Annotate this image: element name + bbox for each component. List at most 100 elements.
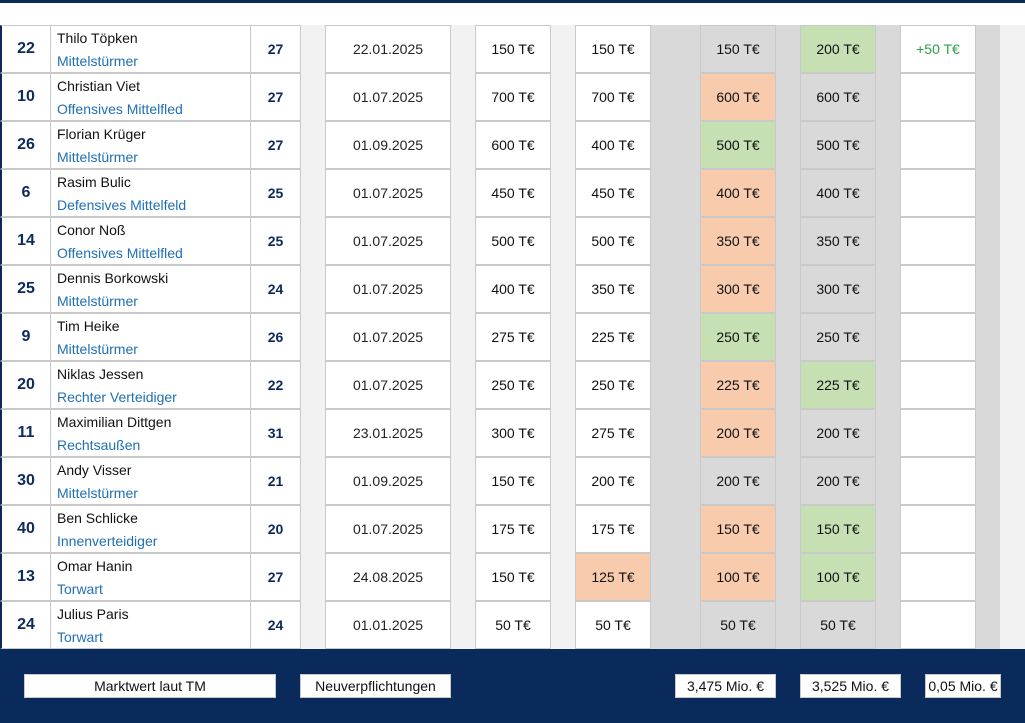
player-name: Omar Hanin	[57, 557, 133, 574]
player-cell: Omar Hanin Torwart	[50, 553, 251, 601]
player-age: 24	[250, 265, 301, 313]
value-3: 400 T€	[700, 169, 776, 217]
player-cell: Tim Heike Mittelstürmer	[50, 313, 251, 361]
contract-date: 01.01.2025	[325, 601, 451, 649]
total-difference: 0,05 Mio. €	[925, 674, 1001, 698]
value-3: 500 T€	[700, 121, 776, 169]
value-1: 150 T€	[475, 25, 551, 73]
contract-date: 01.09.2025	[325, 457, 451, 505]
column-spacer	[550, 25, 575, 649]
value-4: 300 T€	[800, 265, 876, 313]
value-difference	[900, 457, 976, 505]
player-position: Rechtsaußen	[57, 436, 141, 453]
table-row: 11 Maximilian Dittgen Rechtsaußen 31 23.01.2…	[0, 409, 1025, 457]
value-2: 400 T€	[575, 121, 651, 169]
player-position: Mittelstürmer	[57, 340, 138, 357]
shirt-number: 40	[0, 505, 51, 553]
table-row: 10 Christian Viet Offensives Mittelfled 27 0…	[0, 73, 1025, 121]
player-position: Mittelstürmer	[57, 52, 138, 69]
value-2: 500 T€	[575, 217, 651, 265]
shirt-number: 11	[0, 409, 51, 457]
value-2: 250 T€	[575, 361, 651, 409]
player-age: 27	[250, 121, 301, 169]
player-name: Rasim Bulic	[57, 173, 131, 190]
value-2: 350 T€	[575, 265, 651, 313]
player-age: 26	[250, 313, 301, 361]
value-difference	[900, 553, 976, 601]
value-1: 700 T€	[475, 73, 551, 121]
value-2: 700 T€	[575, 73, 651, 121]
table-row: 6 Rasim Bulic Defensives Mittelfeld 25 01.07…	[0, 169, 1025, 217]
value-4: 225 T€	[800, 361, 876, 409]
value-difference	[900, 409, 976, 457]
player-age: 22	[250, 361, 301, 409]
player-age: 31	[250, 409, 301, 457]
column-spacer	[300, 25, 325, 649]
column-spacer	[775, 25, 800, 649]
value-2: 225 T€	[575, 313, 651, 361]
table-row: 26 Florian Krüger Mittelstürmer 27 01.09.202…	[0, 121, 1025, 169]
value-difference	[900, 169, 976, 217]
player-name: Christian Viet	[57, 77, 141, 94]
player-name: Julius Paris	[57, 605, 129, 622]
value-difference	[900, 313, 976, 361]
shirt-number: 20	[0, 361, 51, 409]
value-1: 600 T€	[475, 121, 551, 169]
player-age: 27	[250, 25, 301, 73]
value-3: 225 T€	[700, 361, 776, 409]
market-value-button[interactable]: Marktwert laut TM	[24, 674, 276, 698]
total-value-1: 3,475 Mio. €	[675, 674, 776, 698]
contract-date: 01.07.2025	[325, 505, 451, 553]
value-2: 200 T€	[575, 457, 651, 505]
table-row: 40 Ben Schlicke Innenverteidiger 20 01.07.20…	[0, 505, 1025, 553]
contract-date: 23.01.2025	[325, 409, 451, 457]
player-position: Offensives Mittelfled	[57, 100, 183, 117]
value-4: 50 T€	[800, 601, 876, 649]
value-difference: +50 T€	[900, 25, 976, 73]
contract-date: 01.07.2025	[325, 265, 451, 313]
value-4: 100 T€	[800, 553, 876, 601]
column-spacer	[650, 25, 700, 649]
value-difference	[900, 265, 976, 313]
player-cell: Andy Visser Mittelstürmer	[50, 457, 251, 505]
player-cell: Julius Paris Torwart	[50, 601, 251, 649]
player-name: Niklas Jessen	[57, 365, 144, 382]
shirt-number: 13	[0, 553, 51, 601]
player-position: Mittelstürmer	[57, 292, 138, 309]
player-age: 27	[250, 73, 301, 121]
contract-date: 01.09.2025	[325, 121, 451, 169]
shirt-number: 6	[0, 169, 51, 217]
player-position: Mittelstürmer	[57, 484, 138, 501]
value-difference	[900, 505, 976, 553]
player-cell: Dennis Borkowski Mittelstürmer	[50, 265, 251, 313]
value-4: 350 T€	[800, 217, 876, 265]
value-difference	[900, 361, 976, 409]
total-value-2: 3,525 Mio. €	[800, 674, 901, 698]
value-difference	[900, 217, 976, 265]
table-row: 14 Conor Noß Offensives Mittelfled 25 01.07.…	[0, 217, 1025, 265]
table-row: 13 Omar Hanin Torwart 27 24.08.2025 150 T€ 125…	[0, 553, 1025, 601]
value-1: 50 T€	[475, 601, 551, 649]
table-row: 22 Thilo Töpken Mittelstürmer 27 22.01.2025 1…	[0, 25, 1025, 73]
value-3: 150 T€	[700, 505, 776, 553]
value-4: 400 T€	[800, 169, 876, 217]
value-2: 450 T€	[575, 169, 651, 217]
player-position: Offensives Mittelfled	[57, 244, 183, 261]
value-1: 450 T€	[475, 169, 551, 217]
player-name: Tim Heike	[57, 317, 120, 334]
value-2: 125 T€	[575, 553, 651, 601]
value-1: 500 T€	[475, 217, 551, 265]
shirt-number: 24	[0, 601, 51, 649]
player-cell: Ben Schlicke Innenverteidiger	[50, 505, 251, 553]
player-age: 20	[250, 505, 301, 553]
column-spacer	[975, 25, 1000, 649]
value-3: 300 T€	[700, 265, 776, 313]
value-difference	[900, 601, 976, 649]
value-3: 50 T€	[700, 601, 776, 649]
contract-date: 22.01.2025	[325, 25, 451, 73]
new-signings-button[interactable]: Neuverpflichtungen	[300, 674, 451, 698]
player-name: Maximilian Dittgen	[57, 413, 172, 430]
player-cell: Maximilian Dittgen Rechtsaußen	[50, 409, 251, 457]
player-cell: Niklas Jessen Rechter Verteidiger	[50, 361, 251, 409]
player-position: Innenverteidiger	[57, 532, 158, 549]
